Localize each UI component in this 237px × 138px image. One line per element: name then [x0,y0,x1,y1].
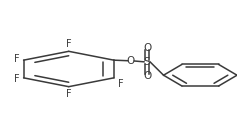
Text: S: S [144,57,150,67]
Text: F: F [14,54,19,64]
Text: O: O [143,71,151,81]
Text: F: F [66,39,72,49]
Text: O: O [143,43,151,53]
Text: F: F [118,79,123,89]
Text: O: O [127,56,135,66]
Text: F: F [14,74,19,84]
Text: F: F [66,89,72,99]
